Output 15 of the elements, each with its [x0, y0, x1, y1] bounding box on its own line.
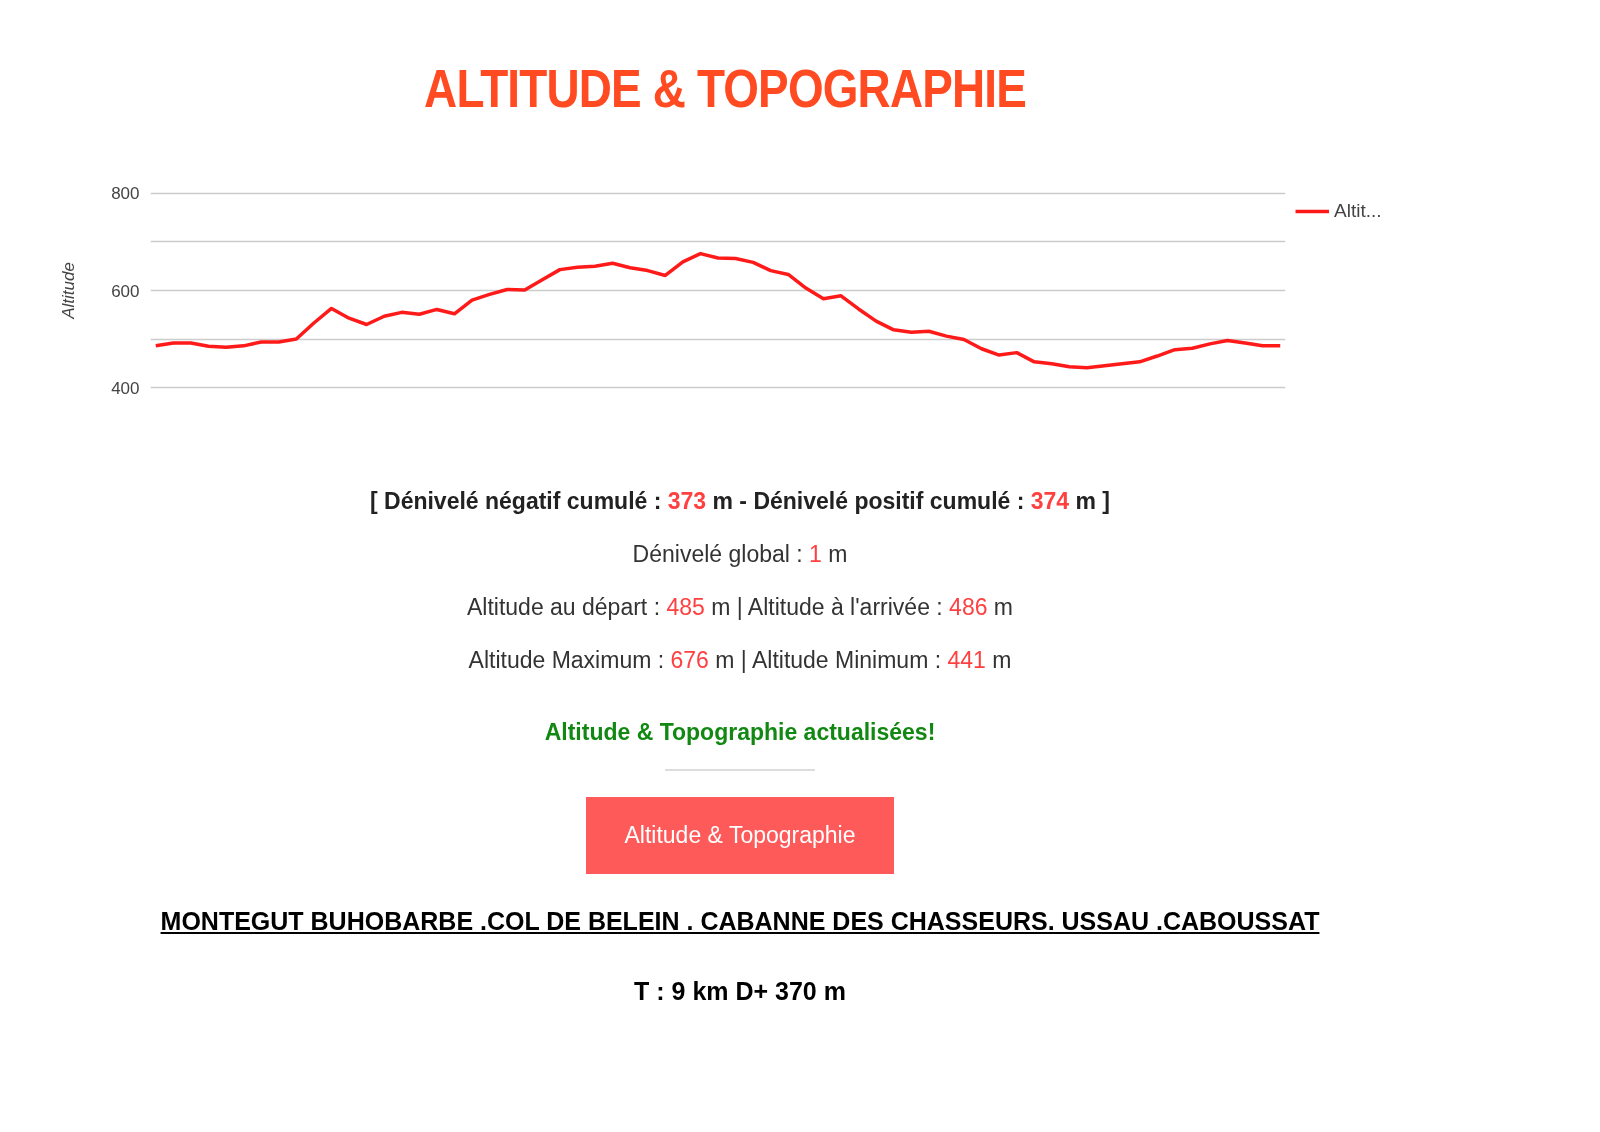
text: Altitude Maximum : 676 m | Altitude Minimum : 441 m: [467, 645, 1013, 675]
chart-title: ALTITUDE & TOPOGRAPHIE: [423, 57, 1027, 120]
y-tick-label: 400: [111, 378, 140, 398]
y-tick-label: 600: [111, 281, 140, 301]
text: [ Dénivelé négatif cumulé : 373 m - Dénivelé positif cumulé : 374 m ]: [368, 487, 1112, 516]
text: Altitude & Topographie: [586, 797, 894, 875]
text: Altitude & Topographie actualisées!: [543, 718, 937, 748]
text: Altitude au départ : 485 m | Altitude à l'arrivée : 486 m: [465, 592, 1015, 622]
text: MONTEGUT BUHOBARBE .COL DE BELEIN . CABANNE DES CHASSEURS. USSAU .CABOUSSAT: [159, 906, 1321, 938]
y-axis-title: Altitude: [59, 262, 79, 320]
y-tick-label: 800: [111, 184, 140, 204]
text: Dénivelé global : 1 m: [631, 539, 849, 569]
legend-label: Altit...: [1334, 200, 1382, 222]
line-series: [154, 251, 1282, 370]
text: T : 9 km D+ 370 m: [633, 975, 847, 1007]
